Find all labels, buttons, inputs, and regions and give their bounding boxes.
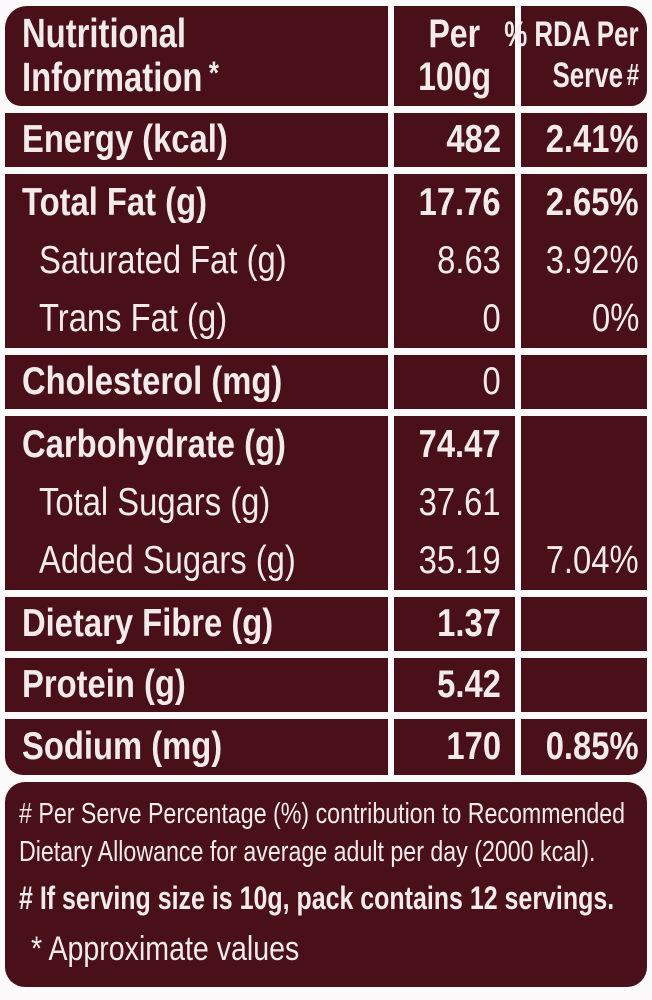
header-per: Per <box>428 12 481 56</box>
rda-value-cell: 2.65% 3.92% 0% <box>521 174 647 348</box>
nutrient-group: Cholesterol (mg) 0 <box>5 355 647 409</box>
approximate-values-footnote: * Approximate values <box>31 930 300 968</box>
nutrient-rda-percent: 2.65% <box>546 181 639 224</box>
header-rda-line1: % RDA Per <box>504 15 639 54</box>
nutrient-group: Total Fat (g) Saturated Fat (g) Trans Fat … <box>5 174 647 348</box>
nutrient-rda-percent: 0% <box>591 297 639 340</box>
nutrient-value-per-100g: 1.37 <box>437 602 501 645</box>
nutrient-value-per-100g: 35.19 <box>419 539 501 582</box>
nutrient-name: Protein (g) <box>22 663 186 706</box>
rda-footnote-line1: # Per Serve Percentage (%) contribution … <box>19 798 626 830</box>
nutrient-value-per-100g: 0 <box>482 360 501 403</box>
header-nutritional-information: Nutritional Information * <box>5 6 388 106</box>
nutrient-label-cell: Energy (kcal) <box>5 113 388 167</box>
nutrient-value-per-100g: 5.42 <box>437 663 501 706</box>
rda-value-cell <box>521 597 647 651</box>
header-100g: 100g <box>418 55 491 99</box>
header-title-line2: Information * <box>22 54 268 102</box>
serving-size-footnote: # If serving size is 10g, pack contains … <box>19 880 615 916</box>
nutrient-name: Sodium (mg) <box>22 725 223 768</box>
per-100g-value-cell: 0 <box>394 355 515 409</box>
nutrient-name: Total Fat (g) <box>22 181 207 224</box>
rda-value-cell: 0.85% <box>521 719 647 775</box>
nutrient-value-per-100g: 170 <box>446 725 501 768</box>
nutrient-rda-percent <box>521 597 647 651</box>
nutrient-rda-percent <box>521 474 647 532</box>
approx-asterisk: * <box>208 53 219 91</box>
nutrient-value-per-100g: 482 <box>446 118 501 161</box>
per-100g-value-cell: 5.42 <box>394 658 515 712</box>
header-title-line1: Nutritional <box>22 9 186 56</box>
per-100g-value-cell: 17.76 8.63 0 <box>394 174 515 348</box>
nutrient-label-cell: Total Fat (g) Saturated Fat (g) Trans Fat … <box>5 174 388 348</box>
nutrient-label-cell: Carbohydrate (g) Total Sugars (g) Added Su… <box>5 416 388 590</box>
nutrient-name: Cholesterol (mg) <box>22 360 283 403</box>
header-per-100g: Per 100g <box>394 6 515 106</box>
nutrient-rda-percent: 7.04% <box>546 539 639 582</box>
nutrient-label-cell: Dietary Fibre (g) <box>5 597 388 651</box>
per-100g-value-cell: 170 <box>394 719 515 775</box>
nutrient-value-per-100g: 17.76 <box>419 181 501 224</box>
nutrient-rda-percent: 3.92% <box>546 239 639 282</box>
header-rda-per-serve: % RDA Per Serve # <box>505 6 647 106</box>
footnotes-panel: # Per Serve Percentage (%) contribution … <box>5 782 647 987</box>
serve-hash-symbol: # <box>626 59 639 92</box>
table-header: Nutritional Information * Per 100g % RDA … <box>5 6 647 106</box>
nutrient-value-per-100g: 37.61 <box>419 481 501 524</box>
nutrient-table-body: Energy (kcal) 482 2.41% Total Fat (g) Satura… <box>5 113 647 775</box>
per-100g-value-cell: 74.47 37.61 35.19 <box>394 416 515 590</box>
nutrient-value-per-100g: 8.63 <box>437 239 501 282</box>
rda-value-cell: 2.41% <box>521 113 647 167</box>
nutrient-group: Dietary Fibre (g) 1.37 <box>5 597 647 651</box>
nutrient-group: Energy (kcal) 482 2.41% <box>5 113 647 167</box>
nutrient-rda-percent <box>521 416 647 474</box>
nutrient-name: Trans Fat (g) <box>39 297 228 340</box>
rda-footnote-line2: Dietary Allowance for average adult per … <box>19 836 596 868</box>
nutrient-rda-percent <box>521 658 647 712</box>
rda-value-cell <box>521 355 647 409</box>
nutrient-name: Dietary Fibre (g) <box>22 602 274 645</box>
nutrient-label-cell: Protein (g) <box>5 658 388 712</box>
rda-value-cell: 7.04% <box>521 416 647 590</box>
nutrient-name: Added Sugars (g) <box>39 539 296 582</box>
nutrient-rda-percent: 0.85% <box>546 725 639 768</box>
nutrient-group: Protein (g) 5.42 <box>5 658 647 712</box>
rda-value-cell <box>521 658 647 712</box>
nutrient-value-per-100g: 0 <box>482 297 501 340</box>
nutrient-group: Sodium (mg) 170 0.85% <box>5 719 647 775</box>
per-100g-value-cell: 1.37 <box>394 597 515 651</box>
nutrient-name: Energy (kcal) <box>22 118 228 161</box>
nutrient-label-cell: Cholesterol (mg) <box>5 355 388 409</box>
nutrient-rda-percent: 2.41% <box>546 118 639 161</box>
nutrient-label-cell: Sodium (mg) <box>5 719 388 775</box>
per-100g-value-cell: 482 <box>394 113 515 167</box>
nutrient-group: Carbohydrate (g) Total Sugars (g) Added Su… <box>5 416 647 590</box>
nutrient-rda-percent <box>521 355 647 409</box>
nutrient-name: Carbohydrate (g) <box>22 423 286 466</box>
header-rda-line2: Serve # <box>552 56 639 95</box>
nutrient-value-per-100g: 74.47 <box>419 423 501 466</box>
nutrient-name: Saturated Fat (g) <box>39 239 287 282</box>
nutrient-name: Total Sugars (g) <box>39 481 271 524</box>
